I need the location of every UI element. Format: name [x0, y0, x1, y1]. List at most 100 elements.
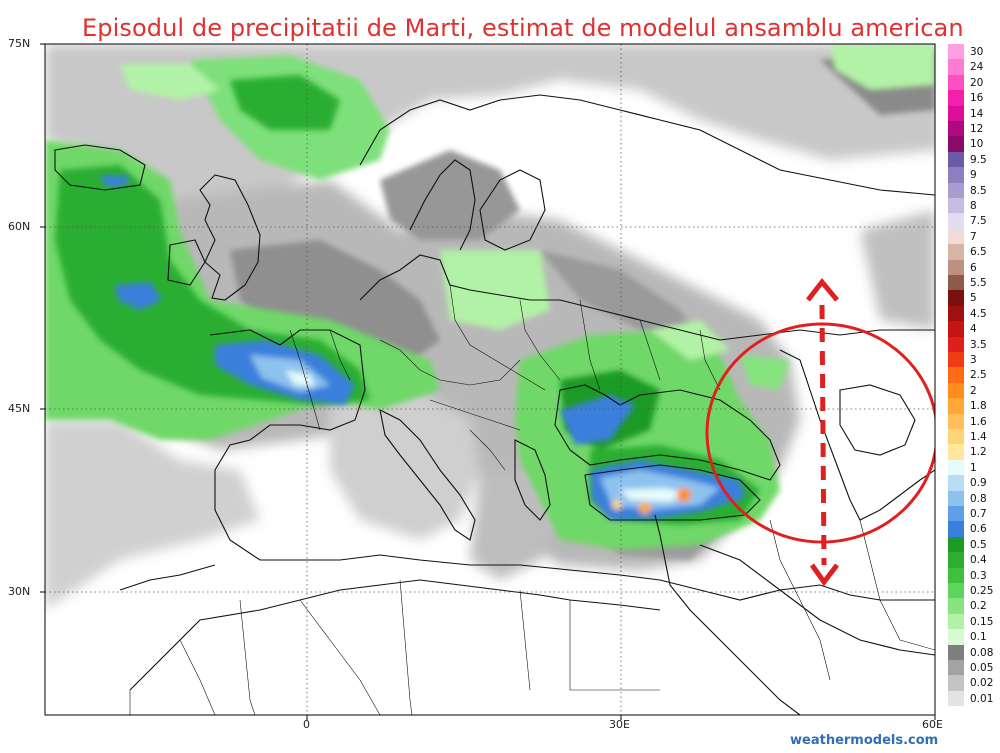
legend-entry: 3.5	[948, 336, 1000, 352]
legend-swatch	[948, 290, 964, 306]
legend-label: 1	[970, 461, 977, 474]
legend-label: 1.8	[970, 400, 987, 413]
legend-swatch	[948, 398, 964, 414]
vertical-arrow	[806, 278, 839, 587]
legend-swatch	[948, 105, 964, 121]
legend-swatch	[948, 275, 964, 291]
legend-swatch	[948, 198, 964, 214]
legend-label: 0.25	[970, 585, 994, 597]
legend-entry: 7.5	[948, 213, 1000, 229]
lat-label-60n: 60N	[8, 220, 31, 233]
legend-entry: 12	[948, 121, 1000, 137]
legend-entry: 9	[948, 167, 1000, 183]
legend-entry: 4	[948, 321, 1000, 337]
legend-label: 1.2	[970, 446, 987, 459]
borders	[129, 284, 935, 715]
legend-entry: 0.02	[948, 675, 1000, 691]
legend-swatch	[948, 321, 964, 337]
legend-entry: 14	[948, 105, 1000, 121]
legend-swatch	[948, 459, 964, 476]
legend-label: 24	[970, 61, 984, 74]
lon-label-30e: 30E	[609, 718, 630, 731]
legend-swatch	[948, 429, 964, 445]
map-title: Episodul de precipitatii de Marti, estim…	[82, 14, 964, 42]
legend-entry: 0.01	[948, 690, 1000, 707]
legend-label: 0.8	[970, 492, 987, 505]
legend-label: 7.5	[970, 215, 987, 228]
legend-entry: 0.8	[948, 490, 1000, 506]
legend-swatch	[948, 506, 964, 522]
legend-swatch	[948, 367, 964, 383]
legend-label: 0.3	[970, 569, 987, 582]
legend-entry: 30	[948, 44, 1000, 60]
legend-swatch	[948, 121, 964, 137]
lon-label-60e: 60E	[922, 718, 943, 731]
legend-label: 1.4	[970, 431, 987, 443]
legend-label: 9	[970, 169, 977, 182]
legend-entry: 0.4	[948, 552, 1000, 568]
legend-swatch	[948, 536, 964, 553]
legend-label: 12	[970, 123, 984, 135]
legend-swatch	[948, 583, 964, 599]
legend-entry: 1.6	[948, 413, 1000, 429]
legend-swatch	[948, 167, 964, 183]
legend-label: 6.5	[970, 246, 987, 259]
legend-swatch	[948, 598, 964, 614]
coastlines	[54, 94, 935, 715]
legend-label: 2	[970, 384, 977, 397]
legend-swatch	[948, 44, 964, 60]
legend-swatch	[948, 90, 964, 106]
legend-label: 0.08	[970, 646, 994, 659]
legend-swatch	[948, 213, 964, 229]
legend-swatch	[948, 352, 964, 368]
legend-swatch	[948, 521, 964, 537]
legend-entry: 6	[948, 259, 1000, 275]
legend-swatch	[948, 567, 964, 583]
legend-label: 5	[970, 292, 977, 305]
legend-entry: 10	[948, 136, 1000, 152]
legend-label: 0.5	[970, 538, 987, 551]
legend-entry: 0.15	[948, 613, 1000, 630]
legend-label: 7	[970, 230, 977, 243]
legend-entry: 0.25	[948, 583, 1000, 599]
legend-entry: 0.1	[948, 629, 1000, 645]
lat-label-45n: 45N	[8, 402, 31, 415]
legend-entry: 0.9	[948, 475, 1000, 491]
legend-swatch	[948, 552, 964, 568]
legend-label: 1.6	[970, 415, 987, 428]
legend-swatch	[948, 259, 964, 275]
legend-swatch	[948, 413, 964, 429]
legend-swatch	[948, 475, 964, 491]
legend-entry: 7	[948, 228, 1000, 245]
legend-entry: 4.5	[948, 305, 1000, 322]
legend-label: 0.05	[970, 662, 994, 674]
lat-label-30n: 30N	[8, 585, 31, 598]
legend-label: 20	[970, 76, 984, 89]
legend-swatch	[948, 336, 964, 352]
legend-entry: 20	[948, 74, 1000, 91]
legend-label: 0.9	[970, 477, 987, 490]
legend-label: 0.6	[970, 523, 987, 536]
legend-label: 5.5	[970, 277, 987, 289]
legend-swatch	[948, 490, 964, 506]
legend-entry: 5	[948, 290, 1000, 306]
legend-swatch	[948, 382, 964, 399]
legend-entry: 0.5	[948, 536, 1000, 553]
legend-entry: 1.8	[948, 398, 1000, 414]
lon-label-0: 0	[303, 718, 310, 731]
legend-entry: 0.7	[948, 506, 1000, 522]
legend-label: 0.15	[970, 615, 994, 628]
legend-swatch	[948, 644, 964, 660]
legend-label: 0.02	[970, 677, 994, 690]
legend-swatch	[948, 675, 964, 691]
legend-swatch	[948, 660, 964, 676]
legend-swatch	[948, 690, 964, 707]
legend-entry: 0.2	[948, 598, 1000, 614]
legend-entry: 3	[948, 352, 1000, 368]
legend-label: 0.4	[970, 554, 987, 567]
legend-entry: 1.2	[948, 444, 1000, 460]
legend-label: 8.5	[970, 184, 987, 197]
legend-entry: 0.08	[948, 644, 1000, 660]
legend-label: 2.5	[970, 369, 987, 382]
